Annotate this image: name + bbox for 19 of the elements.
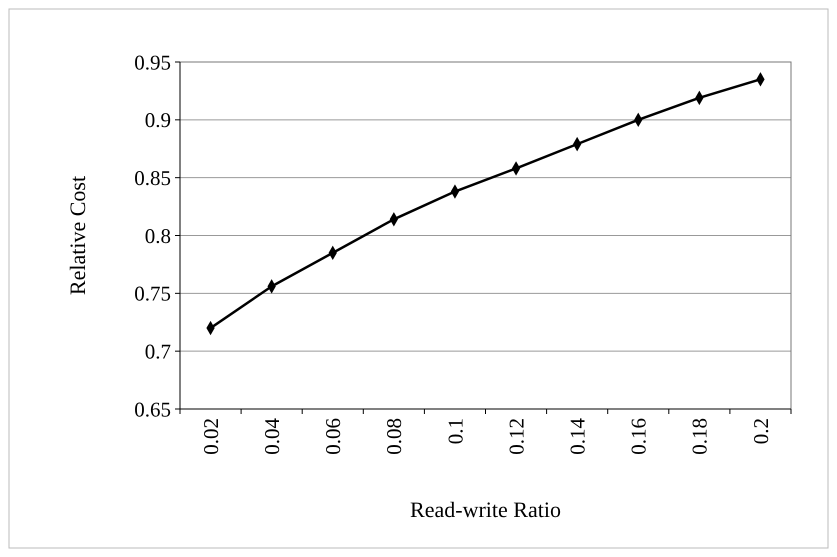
y-tick-label: 0.7 [144,340,171,364]
x-tick-label: 0.02 [198,418,223,455]
x-tick-label: 0.08 [382,418,406,455]
x-tick-label: 0.14 [566,418,590,455]
y-tick-label: 0.85 [134,166,171,190]
x-axis-title: Read-write Ratio [410,497,561,522]
x-tick-label: 0.16 [626,418,651,455]
y-axis-title: Relative Cost [65,176,90,296]
x-tick-label: 0.18 [688,418,712,455]
x-tick-label: 0.2 [748,418,773,444]
y-tick-label: 0.8 [144,224,171,248]
y-tick-label: 0.65 [134,397,171,422]
y-tick-label: 0.95 [134,50,171,74]
x-tick-label: 0.1 [443,418,468,444]
y-tick-label: 0.75 [134,282,171,306]
x-tick-label: 0.12 [504,418,528,455]
x-tick-label: 0.06 [321,418,346,455]
y-tick-label: 0.9 [144,108,171,132]
x-tick-label: 0.04 [260,418,284,455]
